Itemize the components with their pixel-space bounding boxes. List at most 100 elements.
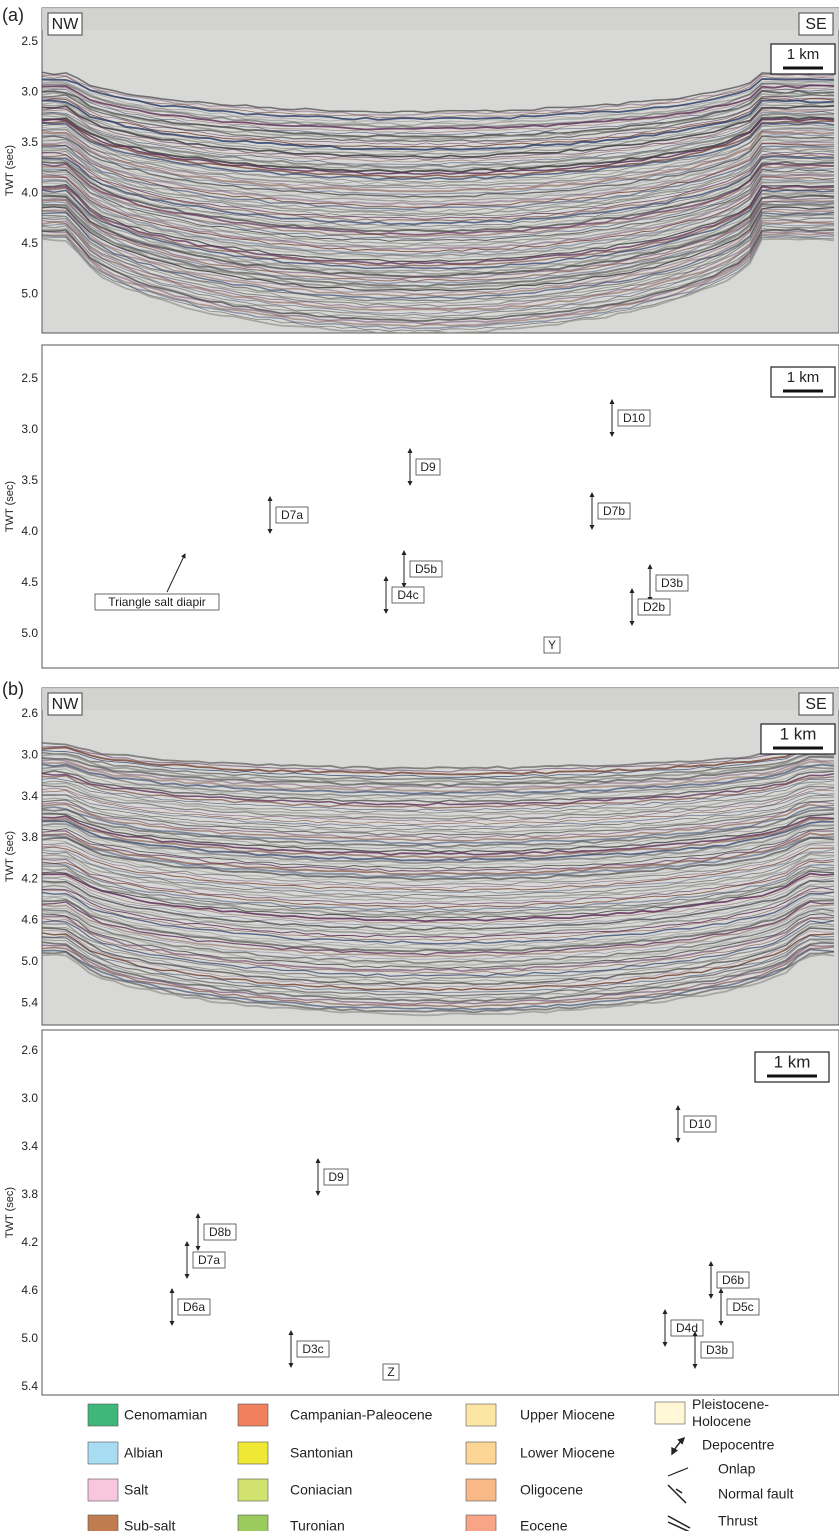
strat-unit [42, 1160, 834, 1282]
strat-unit [42, 1135, 834, 1262]
water-column [42, 8, 839, 30]
symbol-normal-fault [676, 1489, 682, 1493]
salt-diapir [690, 375, 760, 668]
salt-diapir [790, 1040, 839, 1395]
layers [42, 345, 839, 668]
direction-label: NW [52, 16, 80, 33]
legend-swatch [88, 1442, 118, 1464]
axis-tick-label: 4.2 [21, 1235, 38, 1249]
depocentre-label: D6b [722, 1273, 744, 1287]
direction-label: NW [52, 696, 80, 713]
strat-unit [42, 1205, 834, 1320]
axis-tick-label: 3.4 [21, 1139, 38, 1153]
axis-tick-label: 2.5 [21, 371, 38, 385]
depocentre-label: D7a [281, 508, 303, 522]
axis-tick-label: 4.6 [21, 1283, 38, 1297]
direction-label: SE [805, 16, 826, 33]
strat-unit [42, 1185, 834, 1302]
direction-label: SE [805, 696, 826, 713]
axis-tick-label: 3.5 [21, 473, 38, 487]
legend-label: Thrust [718, 1513, 758, 1529]
axis-title: TWT (sec) [4, 145, 16, 196]
legend-label: Onlap [718, 1461, 756, 1477]
depocentre-label: D6a [183, 1300, 205, 1314]
symbol-onlap [668, 1468, 688, 1476]
strat-unit [42, 1225, 834, 1336]
axis-tick-label: 3.0 [21, 1091, 38, 1105]
strat-unit [42, 471, 834, 601]
depocentre-label: D10 [689, 1117, 711, 1131]
depocentre-label: D9 [328, 1170, 344, 1184]
legend-label: Oligocene [520, 1482, 583, 1498]
legend-label: Depocentre [702, 1437, 775, 1453]
depocentre-label: D7b [603, 504, 625, 518]
axis-tick-label: 3.0 [21, 85, 38, 99]
axis-title: TWT (sec) [4, 831, 16, 882]
legend-swatch [238, 1479, 268, 1501]
depocentre-label: D3c [302, 1342, 323, 1356]
axis-tick-label: 5.0 [21, 626, 38, 640]
depocentre-label: D3b [661, 576, 683, 590]
interpretation-section: 1 km2.53.03.54.04.55.0TWT (sec)D10D9D7aD… [4, 345, 839, 668]
axis-tick-label: 2.6 [21, 1043, 38, 1057]
legend-label: Coniacian [290, 1482, 352, 1498]
legend-label: Upper Miocene [520, 1407, 615, 1423]
layers [42, 1030, 839, 1395]
scale-label: 1 km [780, 724, 817, 743]
axis-title: TWT (sec) [4, 1187, 16, 1238]
strat-unit [42, 419, 834, 555]
salt-base [42, 1030, 839, 1395]
axis-tick-label: 5.0 [21, 954, 38, 968]
axis-tick-label: 5.0 [21, 1331, 38, 1345]
depocentre-label: D10 [623, 411, 645, 425]
strat-unit [42, 387, 834, 493]
strat-unit [42, 1250, 834, 1348]
axis-tick-label: 4.2 [21, 871, 38, 885]
axis-tick-label: 3.5 [21, 135, 38, 149]
strat-unit [42, 1052, 834, 1112]
section-frame [42, 1030, 839, 1395]
scale-label: 1 km [787, 46, 820, 63]
salt-diapir [42, 1036, 120, 1395]
legend-swatch [466, 1442, 496, 1464]
scale-label: 1 km [774, 1052, 811, 1071]
depocentre-label: D4c [397, 588, 418, 602]
legend-swatch [88, 1515, 118, 1531]
axis-tick-label: 5.4 [21, 995, 38, 1009]
depocentre-label: Y [548, 638, 556, 652]
legend-swatch [655, 1402, 685, 1424]
axis-tick-label: 4.0 [21, 524, 38, 538]
symbol-normal-fault [668, 1485, 686, 1503]
strat-unit [42, 525, 834, 639]
axis-tick-label: 4.5 [21, 236, 38, 250]
legend-label: Campanian-Paleocene [290, 1407, 433, 1423]
seismic-section: NWSE1 km2.63.03.43.84.24.65.05.4TWT (sec… [4, 688, 839, 1025]
legend-label: Lower Miocene [520, 1445, 615, 1461]
salt-base [42, 345, 839, 668]
depocentre-label: D9 [420, 460, 436, 474]
axis-tick-label: 3.4 [21, 789, 38, 803]
axis-tick-label: 4.6 [21, 913, 38, 927]
strat-unit [42, 373, 834, 445]
strat-unit [42, 437, 834, 567]
legend-label: Salt [124, 1482, 148, 1498]
legend-swatch [88, 1404, 118, 1426]
legend-swatch [466, 1404, 496, 1426]
legend-swatch [88, 1479, 118, 1501]
interpretation-section: 1 km2.63.03.43.84.24.65.05.4TWT (sec)D10… [4, 1030, 839, 1395]
salt-diapir [42, 400, 110, 668]
legend-label: Pleistocene-Holocene [692, 1396, 769, 1429]
depocentre-label: D2b [643, 600, 665, 614]
legend-label: Albian [124, 1445, 163, 1461]
section-frame [42, 345, 839, 668]
depocentre-label: D8b [209, 1225, 231, 1239]
depocentre-label: D3b [706, 1343, 728, 1357]
axis-tick-label: 3.0 [21, 422, 38, 436]
legend-label: Sub-salt [124, 1518, 175, 1531]
legend: CenomamianAlbianSaltSub-saltCampanian-Pa… [88, 1396, 794, 1531]
axis-title: TWT (sec) [4, 481, 16, 532]
legend-swatch [238, 1404, 268, 1426]
axis-tick-label: 3.8 [21, 830, 38, 844]
legend-swatch [466, 1515, 496, 1531]
depocentre-label: Z [387, 1365, 394, 1379]
